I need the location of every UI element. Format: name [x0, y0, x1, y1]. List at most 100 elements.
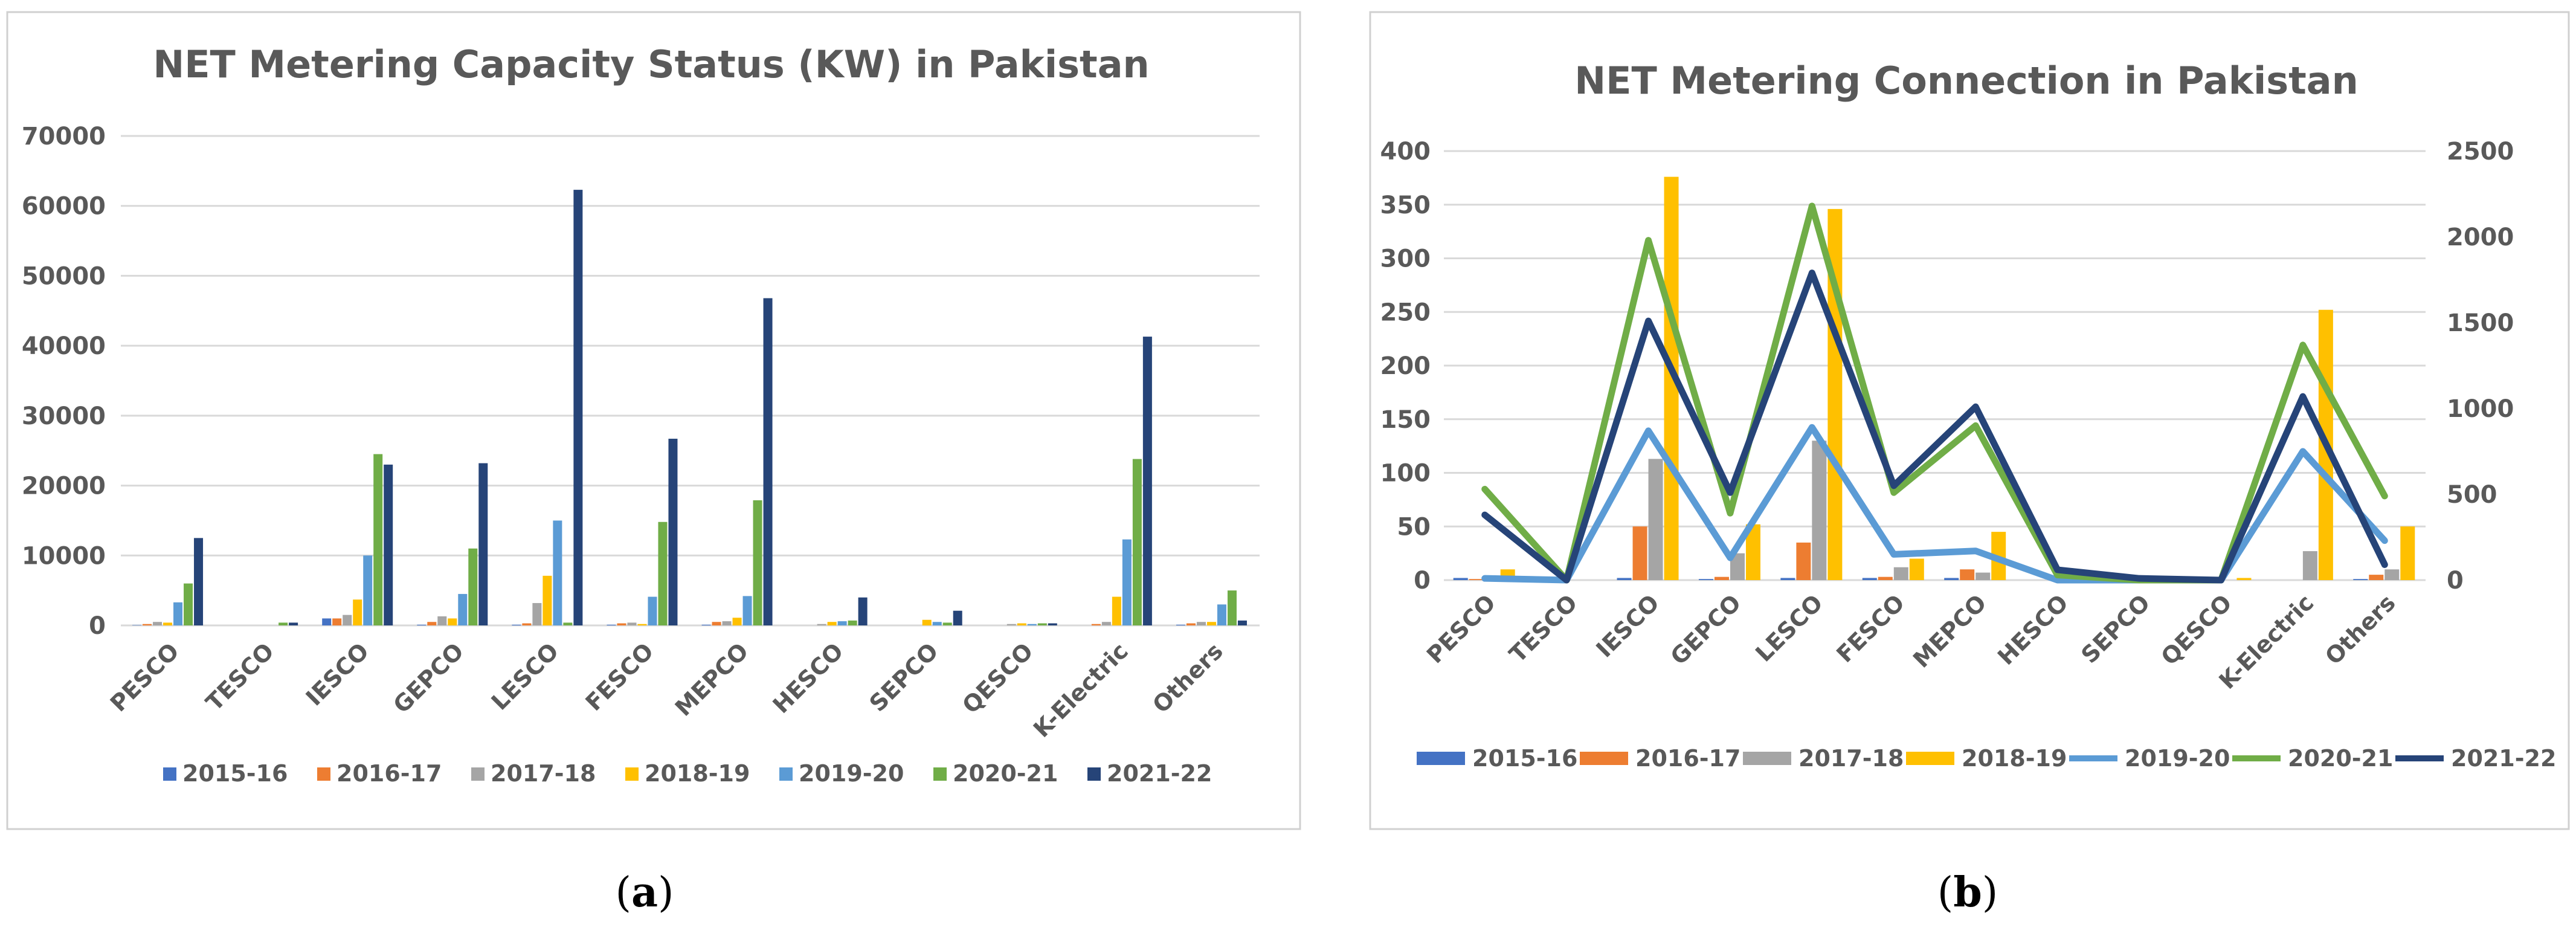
chart-b-y-axis-left: 0 50 100 150 200 250 300 350 400: [1380, 138, 1431, 595]
y-tick-label-left: 200: [1380, 352, 1431, 380]
legend-label-2021-22: 2021-22: [2451, 745, 2556, 772]
bar-2019-20-PESCO: [173, 602, 183, 625]
legend-label-2019-20: 2019-20: [799, 760, 904, 787]
legend-swatch-2016-17: [1580, 752, 1628, 765]
bar-2018-19-Others: [1206, 622, 1216, 625]
panel-a: NET Metering Capacity Status (KW) in Pak…: [6, 11, 1301, 830]
bar-2020-21-LESCO: [563, 622, 573, 625]
bar-2019-20-Others: [1217, 604, 1226, 625]
y-tick-label-right: 2000: [2447, 224, 2514, 251]
legend-label-2017-18: 2017-18: [491, 760, 596, 787]
legend-label-2016-17: 2016-17: [1635, 745, 1740, 772]
chart-a-bars: [132, 190, 1247, 626]
bar-2018-19-MEPCO: [732, 618, 742, 625]
bar-2021-22-HESCO: [858, 597, 868, 625]
y-tick-label: 50000: [22, 262, 106, 290]
bar-2017-18-IESCO: [343, 615, 352, 625]
caption-a-letter: a: [631, 868, 658, 917]
bar-2015-16-MEPCO: [1944, 578, 1959, 580]
bar-2018-19-QESCO: [1017, 623, 1026, 625]
y-tick-label-left: 50: [1397, 513, 1431, 541]
bar-2017-18-Others: [1196, 622, 1206, 625]
y-tick-label: 20000: [22, 473, 106, 500]
bar-2018-19-FESCO: [1909, 558, 1924, 580]
bar-2019-20-IESCO: [363, 555, 373, 625]
bar-2016-17-LESCO: [1796, 542, 1811, 580]
bar-2020-21-HESCO: [848, 620, 857, 625]
bar-2016-17-MEPCO: [1960, 569, 1975, 580]
y-tick-label-left: 350: [1380, 192, 1431, 219]
panel-b-frame: [1369, 11, 2570, 830]
bar-2018-19-IESCO: [353, 599, 362, 625]
bar-2021-22-GEPCO: [478, 463, 488, 625]
bar-2020-21-SEPCO: [942, 622, 952, 625]
bar-2019-20-HESCO: [837, 621, 847, 625]
bar-2016-17-PESCO: [1469, 579, 1484, 580]
y-tick-label: 60000: [22, 193, 106, 221]
legend-label-2021-22: 2021-22: [1107, 760, 1212, 787]
bar-2020-21-TESCO: [279, 622, 288, 625]
bar-2018-19-GEPCO: [448, 618, 457, 625]
bar-2021-22-SEPCO: [953, 610, 962, 625]
legend-label-2017-18: 2017-18: [1798, 745, 1904, 772]
line-2019-20: [1481, 424, 2388, 584]
y-tick-label-right: 0: [2447, 567, 2464, 595]
bar-2021-22-FESCO: [668, 439, 678, 625]
legend-label-2015-16: 2015-16: [182, 760, 288, 787]
bar-2018-19-HESCO: [827, 622, 837, 625]
legend-label-2018-19: 2018-19: [1962, 745, 2067, 772]
chart-b-legend: 2015-16 2016-17 2017-18 2018-19 2019-20 2020-…: [1417, 745, 2556, 772]
legend-swatch-2019-20: [779, 767, 793, 781]
bar-2015-16-Others: [2353, 579, 2368, 580]
legend-label-2020-21: 2020-21: [2288, 745, 2393, 772]
bar-2015-16-FESCO: [1862, 578, 1877, 580]
bar-2021-22-QESCO: [1048, 623, 1057, 625]
y-tick-label: 40000: [22, 332, 106, 360]
legend-swatch-2020-21: [933, 767, 947, 781]
legend-swatch-2018-19: [625, 767, 639, 781]
bar-2017-18-LESCO: [532, 602, 542, 625]
bar-2021-22-IESCO: [384, 464, 393, 625]
bar-2020-21-Others: [1227, 590, 1237, 625]
bar-2017-18-FESCO: [627, 622, 637, 625]
bar-2021-22-Others: [1237, 620, 1247, 625]
bar-2021-22-TESCO: [289, 622, 298, 625]
y-tick-label-left: 400: [1380, 138, 1431, 166]
bar-2017-18-QESCO: [1006, 624, 1016, 625]
bar-2016-17-FESCO: [1878, 576, 1893, 580]
legend-swatch-2017-18: [1743, 752, 1791, 765]
legend-label-2016-17: 2016-17: [336, 760, 442, 787]
bar-2016-17-Others: [2369, 575, 2384, 580]
bar-2018-19-LESCO: [543, 575, 552, 625]
bar-2015-16-PESCO: [1453, 578, 1468, 580]
bar-2017-18-PESCO: [153, 622, 163, 625]
y-tick-label-left: 100: [1380, 460, 1431, 488]
bar-2017-18-GEPCO: [437, 616, 447, 625]
bar-2020-21-FESCO: [658, 521, 668, 625]
bar-2019-20-MEPCO: [742, 596, 752, 625]
y-tick-label-left: 250: [1380, 299, 1431, 326]
chart-b-lines: [1481, 202, 2388, 584]
bar-2015-16-LESCO: [1780, 578, 1795, 580]
line-2020-21: [1481, 202, 2388, 584]
y-tick-label-right: 1000: [2447, 395, 2514, 423]
y-tick-label-left: 150: [1380, 406, 1431, 434]
y-tick-label-left: 0: [1414, 567, 1431, 595]
bar-2018-19-SEPCO: [922, 619, 932, 625]
bar-2017-18-HESCO: [817, 624, 826, 625]
bar-2020-21-MEPCO: [753, 500, 762, 625]
y-tick-label-right: 1500: [2447, 309, 2514, 337]
panel-a-frame: [6, 11, 1301, 830]
bar-2016-17-IESCO: [332, 618, 342, 625]
y-tick-label: 70000: [22, 123, 106, 150]
bar-2018-19-Others: [2400, 526, 2415, 580]
bar-2016-17-GEPCO: [1714, 576, 1729, 580]
bar-2017-18-FESCO: [1893, 567, 1908, 580]
panel-b: NET Metering Connection in Pakistan 0 50 1…: [1369, 11, 2570, 830]
bar-2016-17-MEPCO: [712, 622, 721, 625]
chart-a-gridlines: [121, 135, 1260, 627]
bar-2017-18-IESCO: [1648, 459, 1663, 580]
bar-2017-18-Others: [2384, 569, 2400, 580]
bar-2016-17-PESCO: [143, 624, 152, 625]
